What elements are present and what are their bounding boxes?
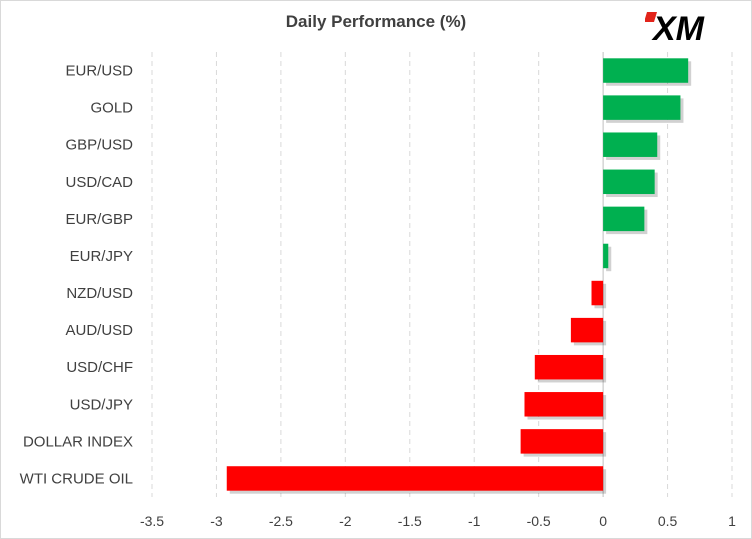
bar-eur-gbp [603, 206, 645, 232]
bar-eur-jpy [603, 243, 609, 269]
bar-usd-chf [534, 354, 604, 380]
x-tick-label: 0 [599, 513, 607, 529]
bar-gold [603, 95, 681, 120]
x-tick-label: -2.5 [269, 513, 293, 529]
x-tick-label: -1.5 [398, 513, 422, 529]
xm-logo: XM [645, 10, 705, 46]
category-label: AUD/USD [65, 322, 133, 339]
bar-wti-crude-oil [226, 466, 604, 491]
x-tick-label: -0.5 [527, 513, 551, 529]
category-label: USD/JPY [70, 396, 133, 413]
bar-usd-jpy [524, 392, 604, 417]
logo-text: XM [651, 10, 705, 46]
category-label: EUR/USD [65, 63, 133, 80]
x-tick-label: -2 [339, 513, 352, 529]
category-label: USD/CHF [66, 359, 133, 376]
bar-usd-cad [603, 169, 655, 195]
category-label: WTI CRUDE OIL [20, 470, 133, 487]
bar-shadow [606, 246, 612, 272]
category-label: EUR/JPY [70, 248, 133, 265]
bar-aud-usd [570, 317, 604, 343]
x-tick-label: -3 [210, 513, 223, 529]
category-label: GOLD [90, 100, 133, 117]
category-label: USD/CAD [65, 174, 133, 191]
bar-nzd-usd [591, 280, 604, 306]
logo-red-mark [645, 12, 657, 22]
chart-title: Daily Performance (%) [285, 12, 467, 31]
category-label: DOLLAR INDEX [23, 433, 133, 450]
category-label: NZD/USD [66, 285, 133, 302]
tick-layer: -3.5 -3 -2.5 -2 -1.5 -1 -0.5 0 0.5 1 [140, 513, 736, 529]
x-tick-label: 0.5 [658, 513, 678, 529]
bar-eur-usd [603, 58, 689, 83]
category-label: GBP/USD [65, 137, 133, 154]
x-tick-label: 1 [728, 513, 736, 529]
bar-gbp-usd [603, 132, 658, 157]
bar-layer [226, 58, 692, 494]
label-layer: EUR/USD GOLD GBP/USD USD/CAD EUR/GBP EUR/JPY N… [20, 63, 134, 488]
x-tick-label: -3.5 [140, 513, 164, 529]
x-tick-label: -1 [468, 513, 481, 529]
grid-layer [151, 52, 733, 497]
category-label: EUR/GBP [65, 211, 133, 228]
bar-dollar-index [520, 429, 604, 454]
